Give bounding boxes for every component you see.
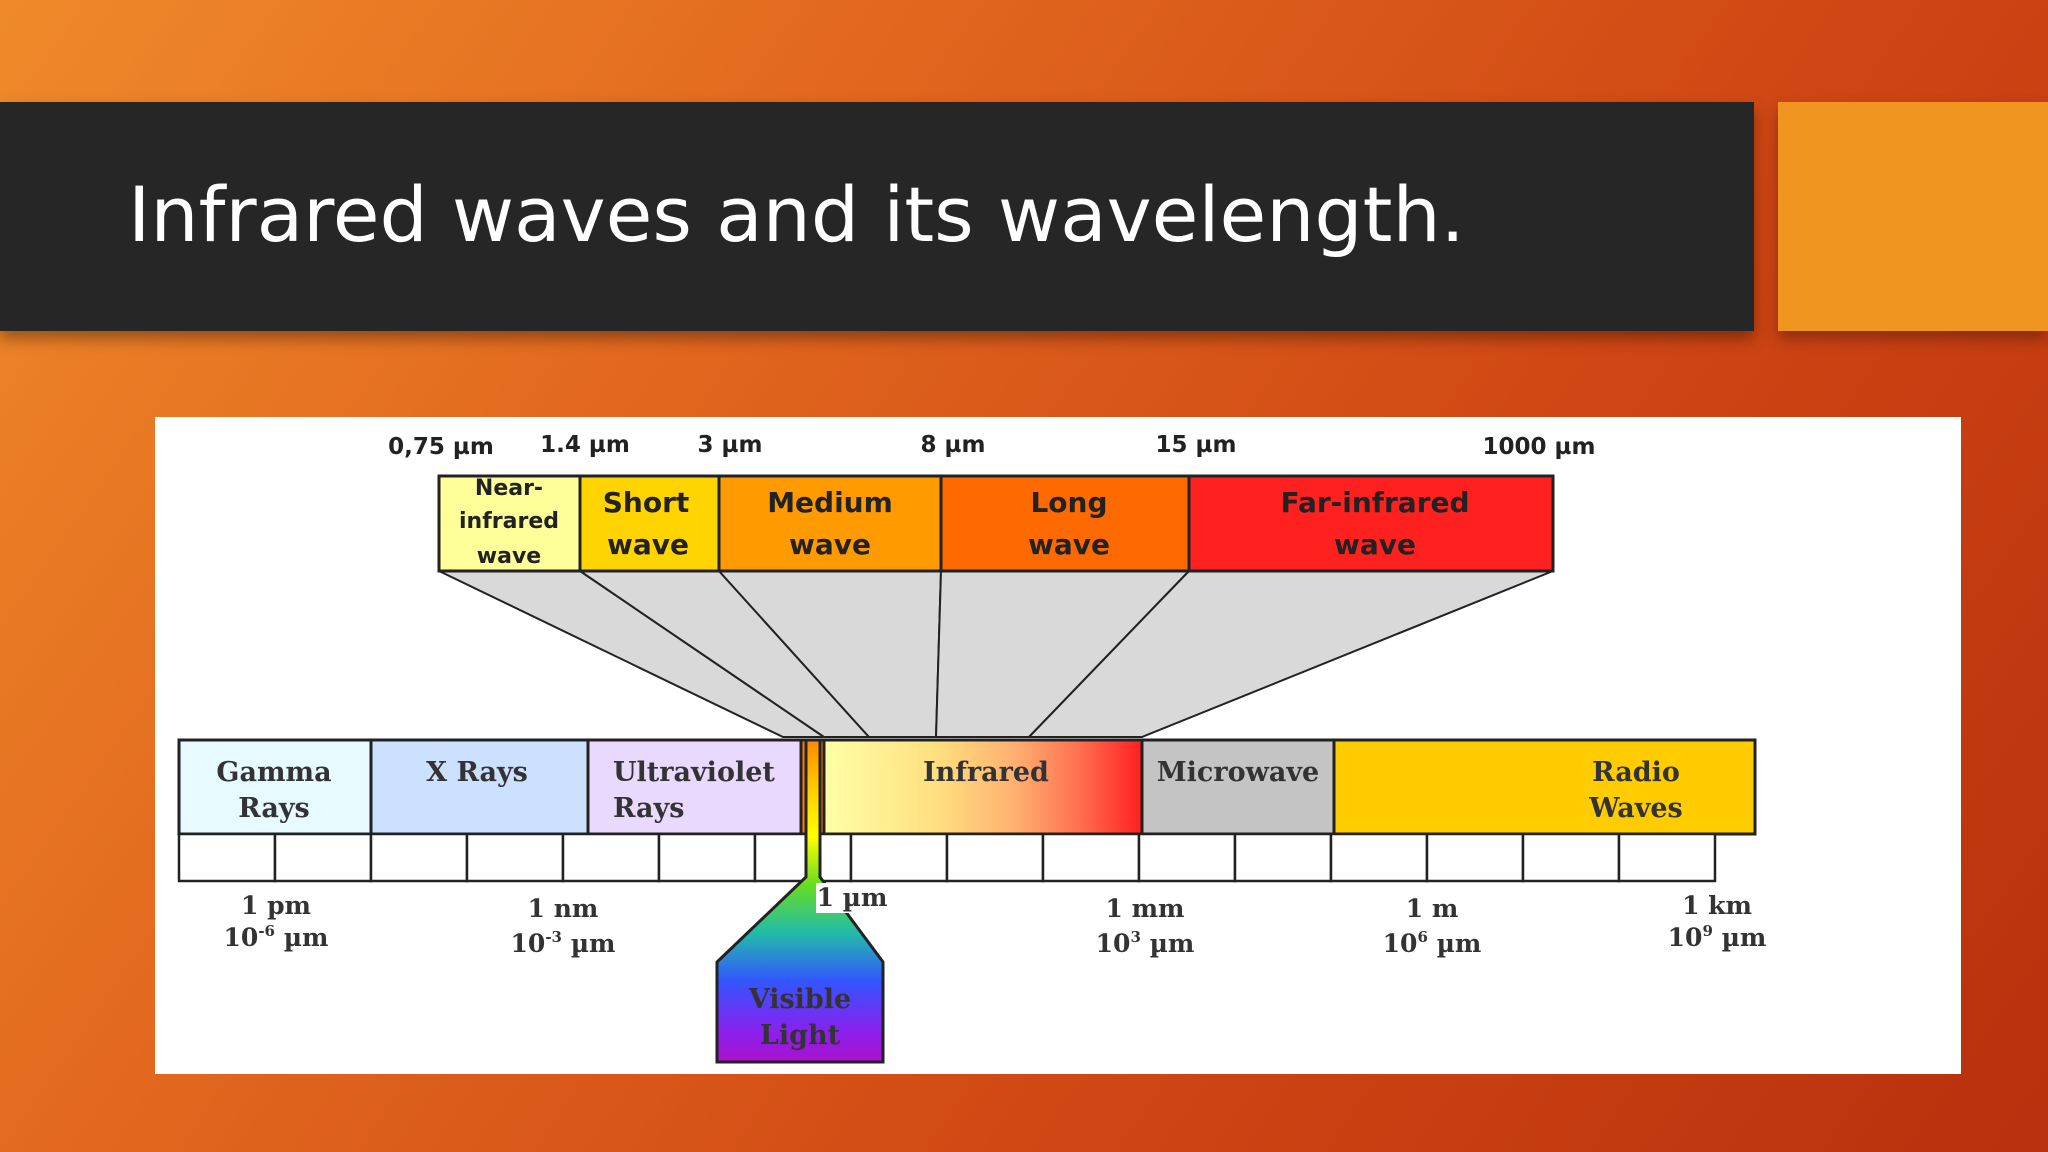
band-near-label-3: wave: [477, 544, 541, 569]
spectrum-diagram: Near- infrared wave Short wave Medium wa…: [177, 432, 1767, 1064]
region-radio-waves: [1332, 738, 1757, 836]
visible-light-label-1: Visible: [748, 984, 852, 1015]
scale-cell: [1041, 832, 1141, 883]
scale-value-km: 109 µm: [1668, 922, 1767, 952]
scale-cell: [657, 832, 757, 883]
scale-label-nm: 1 nm: [528, 894, 599, 923]
infrared-bands: [437, 474, 1555, 573]
scale-label-m: 1 m: [1406, 894, 1459, 923]
region-gamma-label-2: Rays: [238, 793, 309, 824]
region-infrared-label: Infrared: [923, 757, 1049, 788]
boundary-label-4: 15 µm: [1156, 432, 1237, 458]
scale-cell: [465, 832, 565, 883]
band-medium-label-1: Medium: [767, 486, 893, 519]
scale-label-km: 1 km: [1682, 891, 1752, 920]
scale-value-pm: 10-6 µm: [224, 922, 329, 952]
scale-cell: [753, 832, 853, 883]
band-near-label-2: infrared: [459, 509, 559, 534]
band-long-label-1: Long: [1030, 486, 1107, 519]
band-medium-wave: [717, 474, 943, 573]
region-x-rays: [369, 738, 590, 836]
scale-cell: [561, 832, 661, 883]
slide-title: Infrared waves and its wavelength.: [128, 170, 1465, 259]
band-far-label-1: Far-infrared: [1280, 486, 1469, 519]
region-gamma-rays: [177, 738, 373, 836]
scale-value-mm: 103 µm: [1096, 928, 1195, 958]
boundary-label-1: 1.4 µm: [540, 432, 630, 458]
region-xrays-label: X Rays: [426, 757, 528, 788]
scale-label-um: 1 µm: [817, 883, 888, 912]
scale-value-m: 106 µm: [1383, 928, 1482, 958]
spectrum-diagram-panel: Near- infrared wave Short wave Medium wa…: [155, 417, 1961, 1074]
scale-label-pm: 1 pm: [241, 891, 311, 920]
band-funnel: [438, 570, 1554, 738]
scale-label-mm: 1 mm: [1105, 894, 1184, 923]
region-uv-label-1: Ultraviolet: [613, 757, 775, 788]
scale-cell: [177, 832, 277, 883]
scale-cell: [1521, 832, 1621, 883]
region-gamma-label-1: Gamma: [216, 757, 331, 788]
region-radio-label-2: Waves: [1588, 793, 1683, 824]
band-near-label-1: Near-: [475, 476, 543, 501]
scale-value-nm: 10-3 µm: [511, 928, 616, 958]
scale-cell: [1233, 832, 1333, 883]
band-short-label-1: Short: [603, 486, 690, 519]
micrometer-label-bg: [816, 883, 886, 913]
scale-cell: [273, 832, 373, 883]
scale-ticks: [177, 832, 1717, 883]
band-far-label-2: wave: [1334, 528, 1416, 561]
accent-box: [1778, 102, 2048, 331]
scale-cell: [1329, 832, 1429, 883]
region-uv-label-2: Rays: [613, 793, 684, 824]
boundary-label-0: 0,75 µm: [388, 434, 494, 460]
scale-cell: [945, 832, 1045, 883]
scale-cell: [849, 832, 949, 883]
scale-cell: [1617, 832, 1717, 883]
band-medium-label-2: wave: [789, 528, 871, 561]
visible-light-prism: [715, 738, 885, 1064]
scale-cell: [369, 832, 469, 883]
band-short-label-2: wave: [607, 528, 689, 561]
band-far-infrared-wave: [1187, 474, 1555, 573]
boundary-label-2: 3 µm: [698, 432, 763, 458]
scale-cell: [1425, 832, 1525, 883]
region-microwave-label: Microwave: [1157, 757, 1319, 788]
band-long-label-2: wave: [1028, 528, 1110, 561]
visible-light-label-2: Light: [760, 1020, 841, 1051]
region-radio-label-1: Radio: [1592, 757, 1680, 788]
region-infrared: [822, 738, 1144, 836]
boundary-label-5: 1000 µm: [1483, 434, 1596, 460]
title-bar: [0, 102, 1754, 331]
region-ultraviolet-rays: [586, 738, 803, 836]
boundary-label-3: 8 µm: [921, 432, 986, 458]
scale-cell: [1137, 832, 1237, 883]
